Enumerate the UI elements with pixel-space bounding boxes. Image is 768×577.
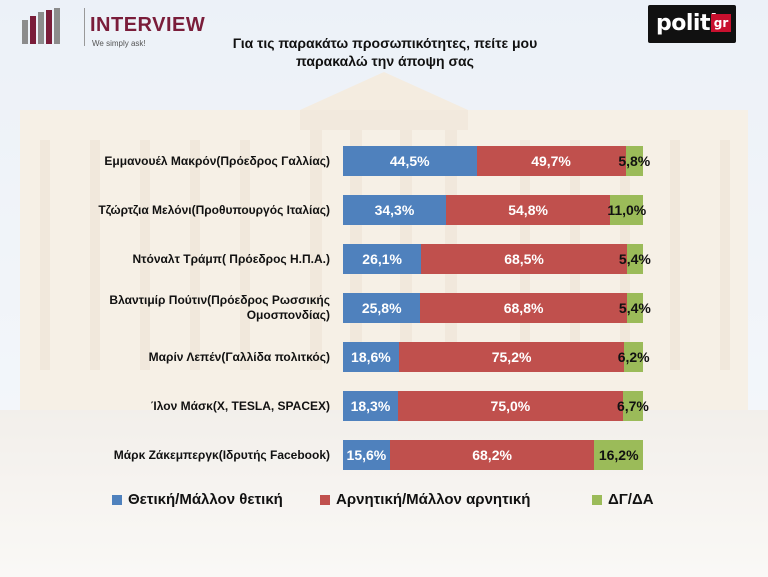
data-label-positive: 34,3%: [374, 202, 415, 218]
chart-title: Για τις παρακάτω προσωπικότητες, πείτε μ…: [190, 34, 580, 70]
bar-segment-negative: [398, 342, 625, 372]
interview-divider: [84, 8, 85, 46]
bar-segment-negative: [445, 195, 611, 225]
data-label-negative: 75,2%: [491, 349, 532, 365]
category-label: Ίλον Μάσκ(X, TESLA, SPACEX): [20, 399, 330, 414]
bar-segment-negative: [397, 391, 623, 421]
category-label-line: Εμμανουέλ Μακρόν(Πρόεδρος Γαλλίας): [104, 153, 330, 168]
data-label-neutral: 5,4%: [618, 300, 651, 316]
data-label-negative: 49,7%: [531, 153, 571, 169]
category-label: Εμμανουέλ Μακρόν(Πρόεδρος Γαλλίας): [20, 154, 330, 169]
legend-swatch-negative: [320, 495, 330, 505]
data-label-negative: 54,8%: [508, 202, 548, 218]
bars-logo-icon: [22, 8, 60, 44]
interview-tagline: We simply ask!: [92, 39, 146, 48]
category-label-line: Ντόναλτ Τράμπ( Πρόεδρος Η.Π.Α.): [132, 251, 330, 266]
data-label-neutral: 11,0%: [607, 202, 647, 218]
data-label-neutral: 5,8%: [618, 153, 651, 169]
category-label: Βλαντιμίρ Πούτιν(Πρόεδρος Ρωσσικής Ομοσπο…: [20, 293, 330, 323]
bar-segment-positive: [343, 342, 399, 372]
legend-label-negative: Αρνητική/Μάλλον αρνητική: [336, 491, 531, 508]
bar-segment-positive: [343, 146, 477, 176]
data-label-negative: 68,8%: [503, 300, 544, 316]
category-label-line: Ίλον Μάσκ(X, TESLA, SPACEX): [151, 398, 330, 413]
chart-title-line-1: Για τις παρακάτω προσωπικότητες, πείτε μ…: [232, 35, 538, 51]
category-label: Μαρίν Λεπέν(Γαλλίδα πολιτκός): [20, 350, 330, 365]
category-label: Ντόναλτ Τράμπ( Πρόεδρος Η.Π.Α.): [20, 252, 330, 267]
bar-segment-negative: [420, 293, 627, 323]
data-label-negative: 68,5%: [504, 251, 544, 267]
bar-segment-neutral: [626, 244, 643, 274]
category-label-line: Μαρίν Λεπέν(Γαλλίδα πολιτκός): [148, 349, 330, 364]
bar-segment-positive: [343, 244, 422, 274]
bar-segment-negative: [421, 244, 627, 274]
category-label: Μάρκ Ζάκεμπεργκ(Ιδρυτής Facebook): [20, 448, 330, 463]
bar-segment-neutral: [624, 342, 643, 372]
data-label-neutral: 6,7%: [616, 398, 649, 414]
interview-logo: INTERVIEW We simply ask!: [20, 6, 205, 50]
politic-brand-badge: gr: [711, 14, 731, 32]
category-label-line: Ομοσπονδίας): [246, 308, 330, 322]
category-label-line: Τζώρτζια Μελόνι(Προθυπουργός Ιταλίας): [98, 202, 330, 217]
bar-segment-positive: [343, 440, 390, 470]
bar-segment-positive: [343, 391, 398, 421]
category-label: Τζώρτζια Μελόνι(Προθυπουργός Ιταλίας): [20, 203, 330, 218]
data-label-negative: 68,2%: [472, 447, 512, 463]
legend-swatch-neutral: [592, 495, 602, 505]
bar-segment-positive: [343, 195, 446, 225]
bar-segment-neutral: [610, 195, 644, 225]
politic-logo: politic gr: [648, 5, 736, 43]
data-label-positive: 15,6%: [346, 447, 387, 463]
bar-segment-negative: [389, 440, 595, 470]
bar-segment-positive: [343, 293, 421, 323]
interview-brand-text: INTERVIEW: [90, 14, 206, 36]
category-label-line: Μάρκ Ζάκεμπεργκ(Ιδρυτής Facebook): [113, 447, 330, 462]
data-label-positive: 25,8%: [361, 300, 402, 316]
legend-swatch-positive: [112, 495, 122, 505]
legend-label-neutral: ΔΓ/ΔΑ: [608, 491, 654, 508]
chart-title-line-2: παρακαλώ την άποψη σας: [296, 53, 474, 69]
data-label-positive: 44,5%: [389, 153, 430, 169]
category-label-line: Βλαντιμίρ Πούτιν(Πρόεδρος Ρωσσικής: [109, 293, 330, 307]
bar-segment-neutral: [622, 391, 643, 421]
data-label-negative: 75,0%: [490, 398, 531, 414]
bar-segment-negative: [476, 146, 626, 176]
legend-label-positive: Θετική/Μάλλον θετική: [128, 491, 283, 508]
data-label-positive: 18,6%: [351, 349, 391, 365]
data-label-neutral: 16,2%: [598, 447, 639, 463]
bar-segment-neutral: [626, 293, 643, 323]
bar-segment-neutral: [594, 440, 643, 470]
data-label-positive: 26,1%: [362, 251, 402, 267]
bar-segment-neutral: [625, 146, 643, 176]
data-label-neutral: 6,2%: [617, 349, 650, 365]
data-label-neutral: 5,4%: [618, 251, 651, 267]
data-label-positive: 18,3%: [350, 398, 391, 414]
